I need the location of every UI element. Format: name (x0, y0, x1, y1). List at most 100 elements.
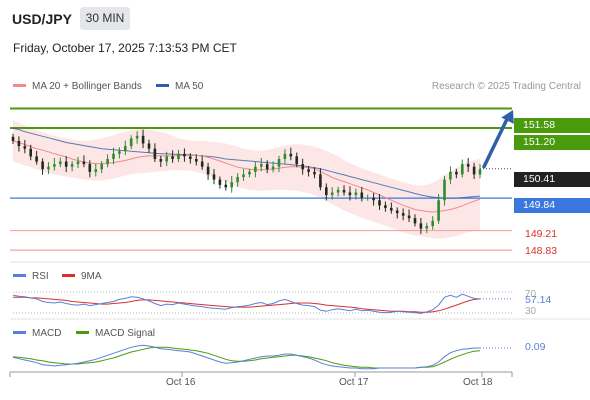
candle-body (47, 166, 50, 170)
rsi-swatch (13, 273, 26, 277)
candle-body (11, 136, 15, 141)
candle-body (390, 207, 393, 211)
candle-body (29, 148, 32, 157)
ma20-swatch (13, 83, 26, 87)
symbol-title: USD/JPY (12, 11, 72, 27)
macd-value-label: 0.09 (525, 341, 546, 353)
candle-body (425, 225, 429, 229)
candle-body (242, 174, 245, 177)
candle-body (183, 153, 186, 157)
x-tick-label: Oct 18 (463, 377, 493, 388)
legend-ma20-label: MA 20 + Bollinger Bands (32, 81, 142, 92)
forecast-arrow-shaft (482, 113, 511, 169)
candle-body (325, 187, 328, 195)
macd-signal-swatch (76, 330, 89, 334)
legend-ma20: MA 20 + Bollinger Bands (13, 81, 142, 92)
candle-body (106, 159, 109, 165)
candle-body (94, 169, 98, 172)
rsi-ma-swatch (62, 273, 75, 277)
candle-body (384, 205, 387, 208)
candle-body (206, 166, 210, 175)
rsi-ma-line (13, 296, 481, 313)
candle-body (401, 213, 405, 216)
timestamp: Friday, October 17, 2025 7:13:53 PM CET (13, 41, 237, 55)
legend-macd: MACD (13, 328, 61, 339)
timeframe-badge[interactable]: 30 MIN (80, 7, 130, 30)
legend-ma50: MA 50 (156, 81, 203, 92)
x-tick-label: Oct 17 (339, 377, 369, 388)
legend-rsi-label: RSI (32, 271, 49, 282)
candle-body (295, 156, 298, 165)
candle-body (88, 164, 92, 172)
candle-body (461, 164, 464, 175)
pivot-value: 149.84 (523, 199, 556, 211)
candle-body (171, 156, 174, 159)
candle-body (218, 179, 222, 185)
candle-body (277, 159, 281, 167)
candle-body (395, 210, 399, 214)
candle-body (53, 164, 56, 167)
x-axis (9, 371, 513, 377)
candle-body (466, 164, 470, 167)
x-tick-label: Oct 16 (166, 377, 196, 388)
ma20-line (12, 140, 481, 213)
legend-rsi-ma: 9MA (62, 271, 102, 282)
resistance-1-value: 151.20 (523, 136, 556, 148)
candle-body (236, 177, 239, 183)
candle-body (260, 164, 263, 167)
ma50-swatch (156, 83, 169, 87)
rsi-panel (12, 291, 512, 314)
candle-body (230, 182, 233, 188)
candle-body (336, 189, 340, 193)
rsi-lower-label: 30 (525, 306, 537, 317)
candle-body (307, 169, 310, 172)
candle-body (478, 169, 482, 175)
candle-body (265, 164, 269, 170)
forecast-arrow (482, 110, 514, 169)
macd-swatch (13, 330, 26, 334)
resistance-2-tag: 151.58 (514, 118, 590, 133)
resistance-1-tag: 151.20 (514, 135, 590, 150)
candle-body (124, 146, 127, 152)
candle-body (195, 159, 198, 162)
candle-body (159, 159, 163, 162)
forecast-arrow-head (501, 110, 514, 124)
candle-body (41, 161, 44, 170)
legend-macd-signal: MACD Signal (76, 328, 155, 339)
candle-body (135, 135, 139, 139)
price-panel (10, 107, 590, 320)
candle-body (129, 138, 133, 147)
rsi-upper-label: 70 (525, 289, 537, 300)
candle-body (118, 151, 121, 154)
candle-body (348, 192, 352, 196)
current-price-tag: 150.41 (514, 172, 590, 187)
macd-line (12, 344, 480, 370)
candle-body (313, 171, 316, 175)
legend-rsi: RSI (13, 271, 49, 282)
candle-body (443, 179, 446, 201)
candle-body (413, 218, 417, 224)
candle-body (360, 192, 364, 198)
candle-body (35, 156, 38, 162)
candle-body (212, 174, 216, 180)
candle-body (147, 143, 151, 149)
bollinger-band (13, 120, 480, 239)
candle-body (70, 164, 74, 167)
macd-signal-line (12, 346, 481, 369)
rsi-value-label: 57.14 (525, 294, 552, 306)
candle-body (23, 146, 27, 149)
candle-body (177, 153, 180, 159)
candle-body (455, 171, 458, 175)
resistance-2-value: 151.58 (523, 119, 556, 131)
candle-body (141, 135, 145, 144)
candle-body (248, 171, 251, 175)
current-price-value: 150.41 (523, 173, 556, 185)
candle-body (407, 215, 411, 219)
candle-body (330, 192, 334, 196)
legend-ma50-label: MA 50 (175, 81, 204, 92)
candle-body (437, 200, 440, 221)
candle-body (153, 148, 157, 159)
candle-body (301, 164, 304, 170)
candle-body (419, 223, 423, 229)
